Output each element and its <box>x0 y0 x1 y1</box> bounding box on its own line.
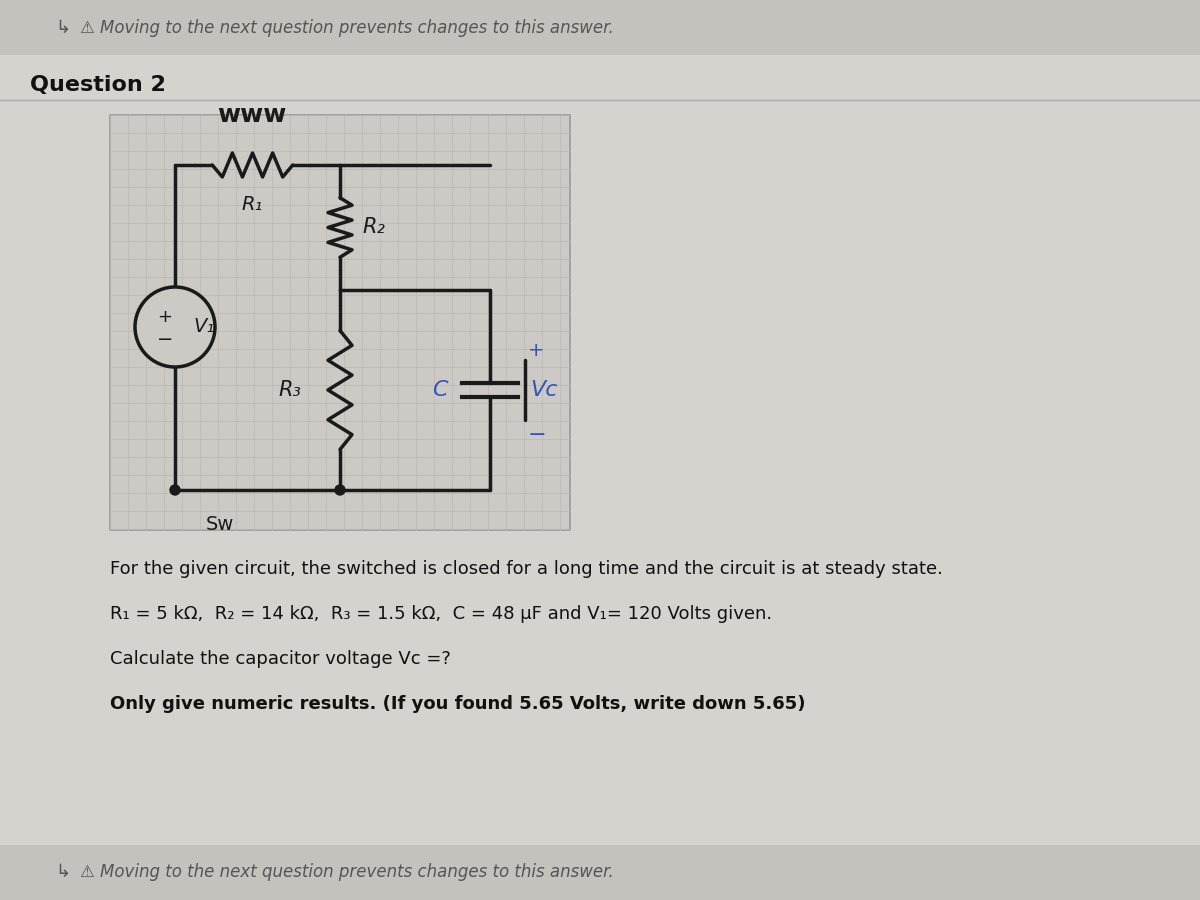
Circle shape <box>335 485 346 495</box>
Text: For the given circuit, the switched is closed for a long time and the circuit is: For the given circuit, the switched is c… <box>110 560 943 578</box>
Text: −: − <box>528 425 547 445</box>
Text: −: − <box>157 329 173 348</box>
Text: +: + <box>528 340 545 359</box>
Text: Vᴄ: Vᴄ <box>530 380 558 400</box>
Text: V₁: V₁ <box>193 318 215 337</box>
Text: ⚠ Moving to the next question prevents changes to this answer.: ⚠ Moving to the next question prevents c… <box>80 19 613 37</box>
Text: R₁ = 5 kΩ,  R₂ = 14 kΩ,  R₃ = 1.5 kΩ,  C = 48 µF and V₁= 120 Volts given.: R₁ = 5 kΩ, R₂ = 14 kΩ, R₃ = 1.5 kΩ, C = … <box>110 605 772 623</box>
Bar <box>110 115 570 530</box>
Circle shape <box>134 287 215 367</box>
Text: Question 2: Question 2 <box>30 75 166 95</box>
Text: Only give numeric results. (If you found 5.65 Volts, write down 5.65): Only give numeric results. (If you found… <box>110 695 805 713</box>
Text: +: + <box>157 308 173 326</box>
Text: ↳: ↳ <box>55 19 70 37</box>
Bar <box>0 0 1200 55</box>
Text: ⚠ Moving to the next question prevents changes to this answer.: ⚠ Moving to the next question prevents c… <box>80 863 613 881</box>
Text: C: C <box>432 380 448 400</box>
Text: www: www <box>217 103 287 127</box>
Text: Sw: Sw <box>206 515 234 534</box>
Bar <box>0 845 1200 900</box>
Text: R₃: R₃ <box>278 380 301 400</box>
Text: R₂: R₂ <box>362 217 385 237</box>
Text: ↳: ↳ <box>55 863 70 881</box>
Text: Calculate the capacitor voltage Vᴄ =?: Calculate the capacitor voltage Vᴄ =? <box>110 650 451 668</box>
Circle shape <box>170 485 180 495</box>
Text: R₁: R₁ <box>241 195 263 214</box>
